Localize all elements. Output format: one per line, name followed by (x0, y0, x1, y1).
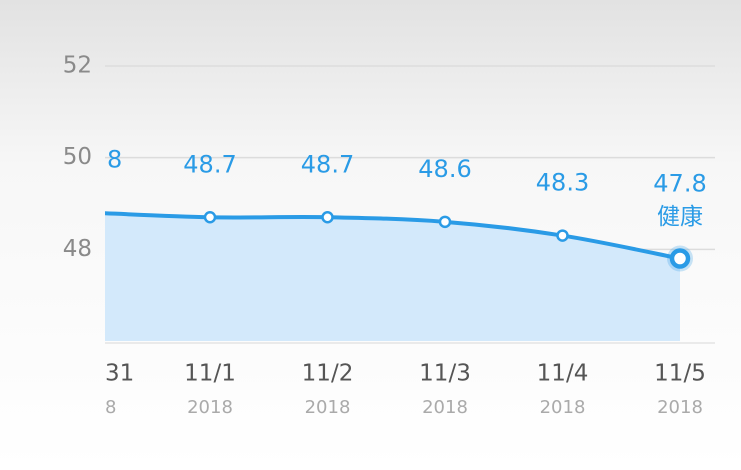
x-sub-label: 2018 (187, 397, 233, 418)
x-tick-label: 11/4 (537, 361, 589, 387)
x-sub-label: 2018 (305, 397, 351, 418)
value-label: 48.6 (418, 155, 471, 183)
x-sub-label: 2018 (657, 397, 703, 418)
x-tick-label: 11/2 (302, 361, 354, 387)
point (321, 211, 334, 224)
area (105, 213, 680, 341)
x-tick-label: 11/1 (184, 361, 236, 387)
plot-area (105, 211, 693, 341)
value-label: 48.7 (301, 150, 354, 178)
point (669, 248, 691, 269)
value-label: 48.7 (183, 150, 236, 178)
y-tick-label: 48 (63, 236, 92, 262)
x-tick-label: 31 (105, 361, 134, 387)
point (203, 211, 217, 224)
point (556, 229, 569, 242)
labels: 48 50 52 31 8 11/1 2018 11/2 2018 11/3 2018 11/4 201… (63, 53, 707, 419)
x-tick-label: 11/3 (419, 361, 471, 387)
x-tick-label: 11/5 (654, 361, 706, 387)
x-sub-label: 2018 (422, 397, 468, 418)
x-sub-label: 8 (105, 397, 116, 418)
y-tick-label: 50 (63, 144, 92, 170)
y-tick-label: 52 (63, 53, 92, 79)
value-label: 47.8 (653, 170, 706, 198)
line (105, 211, 681, 261)
annotation: 健康 (657, 204, 703, 230)
value-label: 8 (107, 146, 122, 174)
x-sub-label: 2018 (540, 397, 586, 418)
point (438, 215, 452, 229)
value-label: 48.3 (536, 169, 589, 197)
